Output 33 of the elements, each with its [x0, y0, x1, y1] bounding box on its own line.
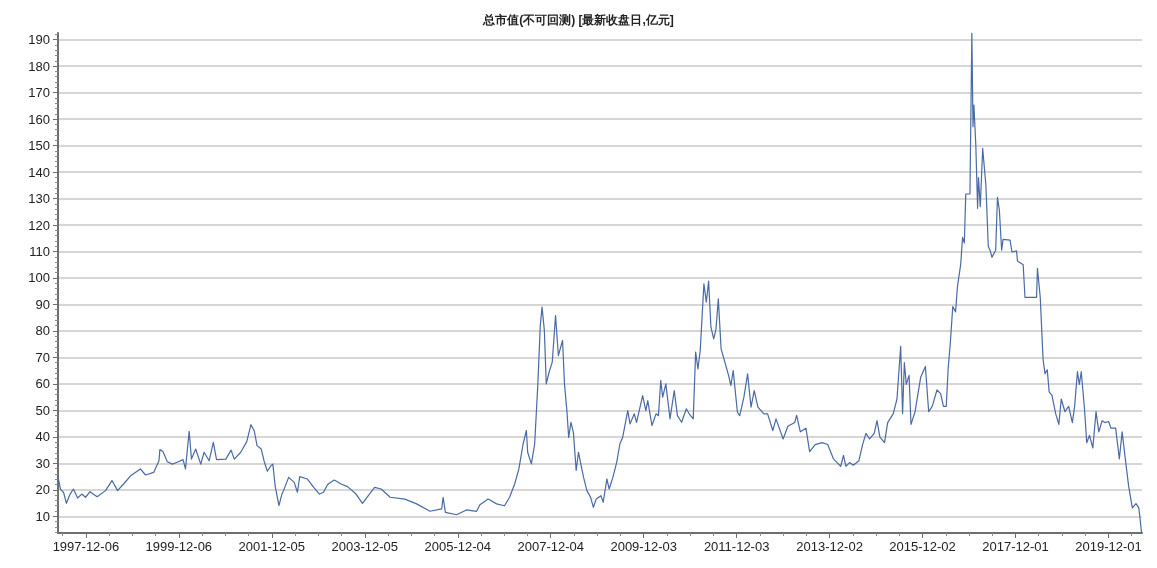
y-tick-label: 70	[35, 349, 50, 365]
x-tick-label: 2001-12-05	[238, 539, 306, 554]
y-tick-label: 180	[28, 58, 50, 74]
y-tick-label: 160	[28, 111, 50, 127]
y-tick-label: 80	[35, 323, 50, 339]
x-tick-label: 2019-12-01	[1075, 539, 1142, 554]
y-tick-label: 90	[35, 296, 50, 312]
y-tick-label: 170	[28, 85, 50, 101]
y-tick-label: 140	[28, 164, 50, 180]
line-series	[57, 32, 1143, 534]
x-tick-label: 2005-12-04	[424, 539, 491, 554]
chart-title: 总市值(不可回测) [最新收盘日,亿元]	[482, 13, 674, 27]
x-tick-label: 2017-12-01	[982, 539, 1049, 554]
y-tick-label: 100	[28, 270, 50, 286]
y-tick-label: 150	[28, 138, 50, 154]
x-tick-label: 2009-12-03	[610, 539, 677, 554]
y-tick-label: 30	[35, 455, 50, 471]
y-tick-label: 110	[29, 243, 50, 259]
x-tick-label: 1997-12-06	[52, 539, 120, 554]
y-tick-label: 130	[28, 191, 50, 207]
y-tick-label: 10	[35, 508, 50, 524]
x-tick-label: 2011-12-03	[703, 539, 770, 554]
x-tick-label: 2003-12-05	[331, 539, 399, 554]
y-tick-label: 60	[35, 376, 50, 392]
y-tick-label: 40	[35, 429, 50, 445]
y-tick-label: 20	[35, 482, 50, 498]
x-tick-label: 2015-12-02	[889, 539, 956, 554]
x-tick-label: 1999-12-06	[145, 539, 213, 554]
x-tick-label: 2013-12-02	[796, 539, 863, 554]
y-tick-label: 190	[28, 32, 50, 48]
y-tick-label: 120	[28, 217, 50, 233]
y-tick-label: 50	[35, 402, 50, 418]
x-tick-label: 2007-12-04	[517, 539, 584, 554]
